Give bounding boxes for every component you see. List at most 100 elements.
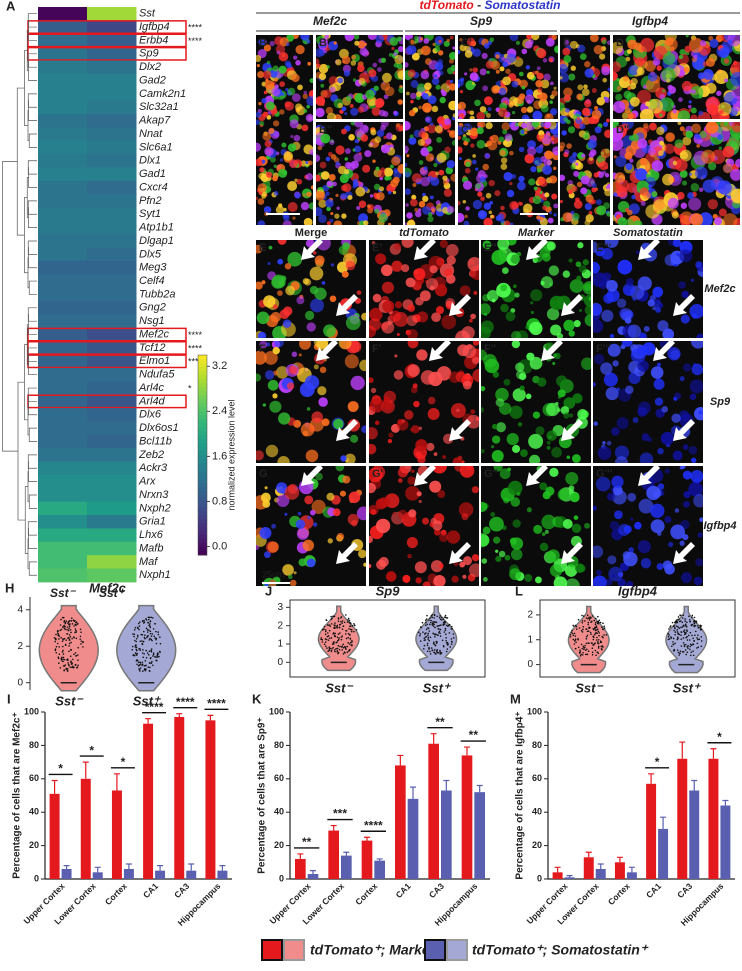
violin-point bbox=[681, 650, 684, 653]
colorbar-step bbox=[198, 535, 207, 540]
cell bbox=[335, 59, 342, 66]
cell bbox=[358, 77, 366, 85]
cell bbox=[536, 72, 544, 80]
heatmap-cell bbox=[38, 274, 88, 289]
cell bbox=[349, 104, 354, 109]
cell bbox=[597, 446, 612, 460]
cell bbox=[481, 326, 491, 338]
cell bbox=[604, 97, 610, 104]
cell bbox=[657, 483, 665, 490]
dendrogram bbox=[27, 93, 37, 108]
colorbar-step bbox=[198, 455, 207, 460]
violin-point bbox=[158, 655, 160, 658]
cell bbox=[503, 497, 510, 504]
cell bbox=[418, 426, 423, 431]
violin-point bbox=[347, 617, 350, 620]
cell bbox=[256, 119, 261, 126]
cell bbox=[613, 192, 618, 197]
cell bbox=[540, 122, 545, 127]
cell bbox=[690, 213, 704, 225]
cell bbox=[445, 274, 456, 284]
violin-point bbox=[149, 666, 151, 669]
violin-point bbox=[694, 620, 696, 623]
violin-point bbox=[148, 670, 151, 672]
cell bbox=[521, 48, 528, 55]
cell bbox=[503, 378, 511, 386]
arrow bbox=[638, 238, 660, 260]
violin-point bbox=[682, 614, 685, 617]
violin-point bbox=[683, 629, 686, 631]
violin-point bbox=[136, 636, 139, 638]
violin-point bbox=[328, 629, 331, 632]
violin-point bbox=[148, 639, 151, 641]
cell bbox=[258, 101, 262, 106]
violin-point bbox=[139, 649, 142, 652]
violin-point bbox=[321, 629, 324, 631]
heatmap-cell bbox=[87, 341, 137, 356]
violin-point bbox=[70, 660, 72, 662]
cell bbox=[485, 113, 491, 118]
violin-point bbox=[591, 651, 594, 654]
cell bbox=[637, 540, 651, 554]
violin-point bbox=[598, 632, 600, 634]
violin-point bbox=[436, 615, 438, 618]
violin-point bbox=[430, 647, 433, 649]
cell bbox=[661, 406, 669, 413]
dendrogram bbox=[28, 427, 37, 442]
cell bbox=[664, 143, 675, 154]
cell bbox=[385, 132, 393, 140]
cell bbox=[692, 313, 698, 319]
heatmap-cell bbox=[38, 515, 88, 529]
gene-label: Akap7 bbox=[138, 115, 171, 127]
cell bbox=[712, 213, 718, 219]
cell bbox=[256, 244, 263, 254]
cell bbox=[281, 142, 287, 148]
violin-point bbox=[341, 645, 344, 647]
violin-point bbox=[323, 628, 325, 631]
cell bbox=[270, 156, 276, 163]
cell bbox=[268, 127, 275, 135]
colorbar-step bbox=[198, 503, 207, 508]
violin-point bbox=[603, 625, 606, 628]
cell bbox=[268, 245, 273, 250]
cell bbox=[372, 62, 378, 68]
cell bbox=[378, 186, 385, 192]
violin-point bbox=[345, 614, 347, 616]
violin-point bbox=[152, 628, 155, 630]
heatmap-cell bbox=[87, 180, 137, 195]
cell bbox=[582, 259, 589, 266]
violin-point bbox=[137, 627, 139, 630]
violin-point bbox=[581, 614, 583, 617]
cell bbox=[539, 482, 548, 491]
heatmap-cell bbox=[38, 448, 88, 463]
cell bbox=[525, 393, 532, 400]
cell bbox=[593, 303, 603, 315]
cell bbox=[344, 354, 359, 369]
panel-letter: A bbox=[6, 0, 16, 13]
bar bbox=[123, 868, 134, 879]
violin-point bbox=[693, 619, 696, 622]
cell bbox=[683, 500, 690, 508]
panel-letter: E'' bbox=[484, 242, 497, 254]
violin-point bbox=[447, 643, 449, 645]
violin-point bbox=[443, 645, 445, 648]
violin-point bbox=[686, 646, 689, 648]
cell bbox=[289, 579, 297, 586]
violin-point bbox=[424, 619, 427, 622]
cell bbox=[463, 556, 473, 566]
cell bbox=[458, 117, 462, 119]
cell bbox=[446, 255, 456, 265]
error-bar bbox=[113, 773, 120, 791]
cell bbox=[677, 110, 691, 119]
cell bbox=[341, 128, 347, 135]
colorbar-step bbox=[198, 543, 207, 548]
violin-point bbox=[341, 622, 343, 624]
column-label: Sst⁻ bbox=[50, 586, 77, 600]
cell bbox=[678, 97, 683, 102]
cell bbox=[614, 510, 623, 520]
cell bbox=[490, 214, 494, 219]
colorbar-step bbox=[198, 383, 207, 388]
violin-point bbox=[426, 614, 428, 617]
cell bbox=[256, 373, 262, 382]
violin-point bbox=[65, 620, 68, 622]
